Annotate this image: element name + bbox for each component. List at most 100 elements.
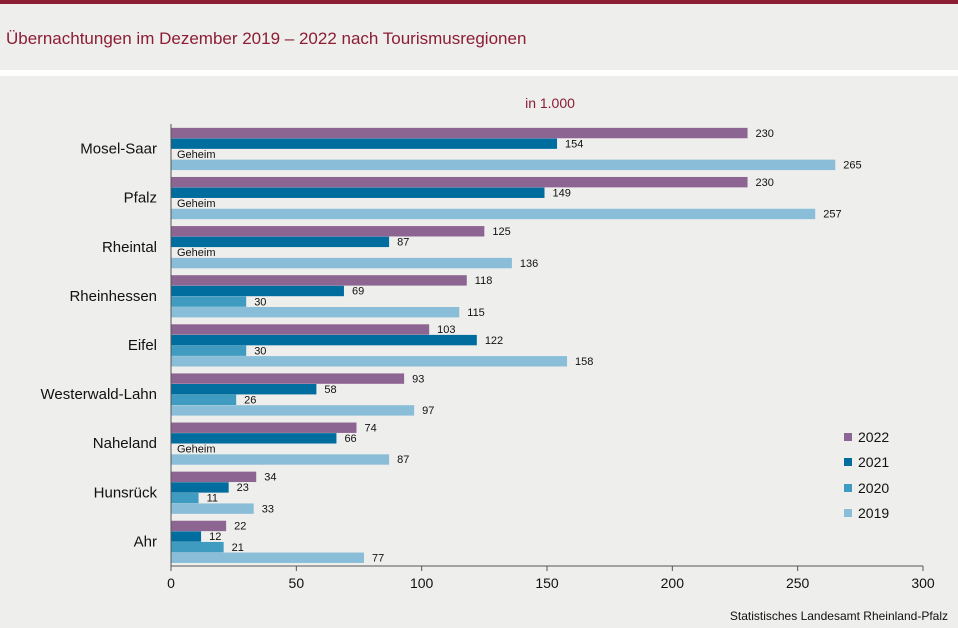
category-label: Pfalz <box>124 190 157 207</box>
bar-value-label: 66 <box>344 433 356 445</box>
x-tick-label: 200 <box>661 575 685 591</box>
header-separator <box>0 70 958 76</box>
chart-title: Übernachtungen im Dezember 2019 – 2022 n… <box>6 29 527 48</box>
missing-value-label: Geheim <box>177 444 216 456</box>
bar <box>171 552 365 563</box>
bar <box>171 503 254 514</box>
bar-value-label: 103 <box>437 324 455 336</box>
bar-value-label: 34 <box>264 472 276 484</box>
bar-value-label: 93 <box>412 373 424 385</box>
bar-value-label: 69 <box>352 286 364 298</box>
legend-swatch <box>844 509 852 518</box>
bar <box>171 285 344 297</box>
bar <box>171 492 199 504</box>
bar-value-label: 30 <box>254 345 266 357</box>
legend-label: 2022 <box>858 428 890 445</box>
bar-value-label: 125 <box>492 226 510 238</box>
x-tick-label: 100 <box>410 575 434 591</box>
bar-value-label: 11 <box>207 493 218 505</box>
category-label: Ahr <box>134 533 157 550</box>
bar <box>171 356 568 367</box>
legend-item: 2020 <box>844 475 889 501</box>
bar <box>171 384 317 395</box>
missing-value-label: Geheim <box>177 198 216 210</box>
source-note: Statistisches Landesamt Rheinland-Pfalz <box>729 609 948 623</box>
bar <box>171 471 257 483</box>
bar <box>171 127 748 139</box>
bar-value-label: 265 <box>843 160 861 172</box>
bar-value-label: 12 <box>209 531 221 543</box>
legend-label: 2019 <box>858 505 890 522</box>
legend-item: 2021 <box>844 450 889 476</box>
bar <box>171 422 357 433</box>
category-label: Mosel-Saar <box>80 141 157 158</box>
bar <box>171 236 390 248</box>
bar-value-label: 154 <box>565 138 583 150</box>
bar-value-label: 87 <box>397 237 409 249</box>
bar <box>171 520 227 532</box>
bar <box>171 187 545 198</box>
bar <box>171 541 224 553</box>
bar-value-label: 26 <box>244 395 256 407</box>
category-label: Rheinhessen <box>69 288 157 305</box>
bar-value-label: 118 <box>475 275 493 287</box>
bar-value-label: 30 <box>254 296 266 308</box>
bar <box>171 159 836 171</box>
bar-value-label: 77 <box>372 552 384 564</box>
legend-swatch <box>844 432 852 441</box>
bar <box>171 394 237 406</box>
bar <box>171 405 415 416</box>
bar-value-label: 74 <box>364 422 376 434</box>
x-tick-label: 50 <box>289 575 305 591</box>
bar <box>171 176 748 188</box>
bar-value-label: 122 <box>485 335 503 347</box>
bar <box>171 482 229 493</box>
category-label: Rheintal <box>102 239 157 256</box>
bar <box>171 296 247 307</box>
legend: 2022 2021 2020 2019 <box>844 424 889 526</box>
bar-value-label: 21 <box>232 542 244 554</box>
category-label: Westerwald-Lahn <box>41 386 157 403</box>
legend-label: 2021 <box>858 454 890 471</box>
top-rule <box>0 0 958 4</box>
bar <box>171 226 485 237</box>
bar <box>171 257 512 269</box>
bar <box>171 275 467 286</box>
bar-value-label: 22 <box>234 521 246 533</box>
bar <box>171 345 247 356</box>
bar-value-label: 97 <box>422 405 434 417</box>
unit-label: in 1.000 <box>525 95 575 111</box>
bar <box>171 454 390 465</box>
bar <box>171 324 430 335</box>
bar <box>171 373 405 384</box>
bar-value-label: 23 <box>237 482 249 494</box>
x-tick-label: 0 <box>167 575 175 591</box>
legend-item: 2022 <box>844 424 889 450</box>
category-label: Hunsrück <box>94 484 158 501</box>
bar <box>171 306 460 318</box>
bar <box>171 334 477 346</box>
bar-value-label: 136 <box>520 258 538 270</box>
bar <box>171 433 337 444</box>
bar-value-label: 230 <box>756 128 774 140</box>
bar <box>171 138 558 149</box>
legend-label: 2020 <box>858 479 890 496</box>
bar-value-label: 257 <box>823 209 841 221</box>
x-tick-label: 150 <box>535 575 559 591</box>
bar-value-label: 58 <box>324 384 336 396</box>
missing-value-label: Geheim <box>177 247 216 259</box>
x-tick-label: 250 <box>786 575 810 591</box>
bar-value-label: 158 <box>575 356 593 368</box>
category-label: Naheland <box>93 435 157 452</box>
legend-item: 2019 <box>844 501 889 527</box>
bar-value-label: 230 <box>756 177 774 189</box>
bar-value-label: 149 <box>552 187 570 199</box>
bar-value-label: 115 <box>467 307 485 319</box>
bar-value-label: 87 <box>397 454 409 466</box>
bar <box>171 531 202 542</box>
x-tick-label: 300 <box>911 575 935 591</box>
bar <box>171 208 816 220</box>
legend-swatch <box>844 458 852 467</box>
category-label: Eifel <box>128 337 157 354</box>
